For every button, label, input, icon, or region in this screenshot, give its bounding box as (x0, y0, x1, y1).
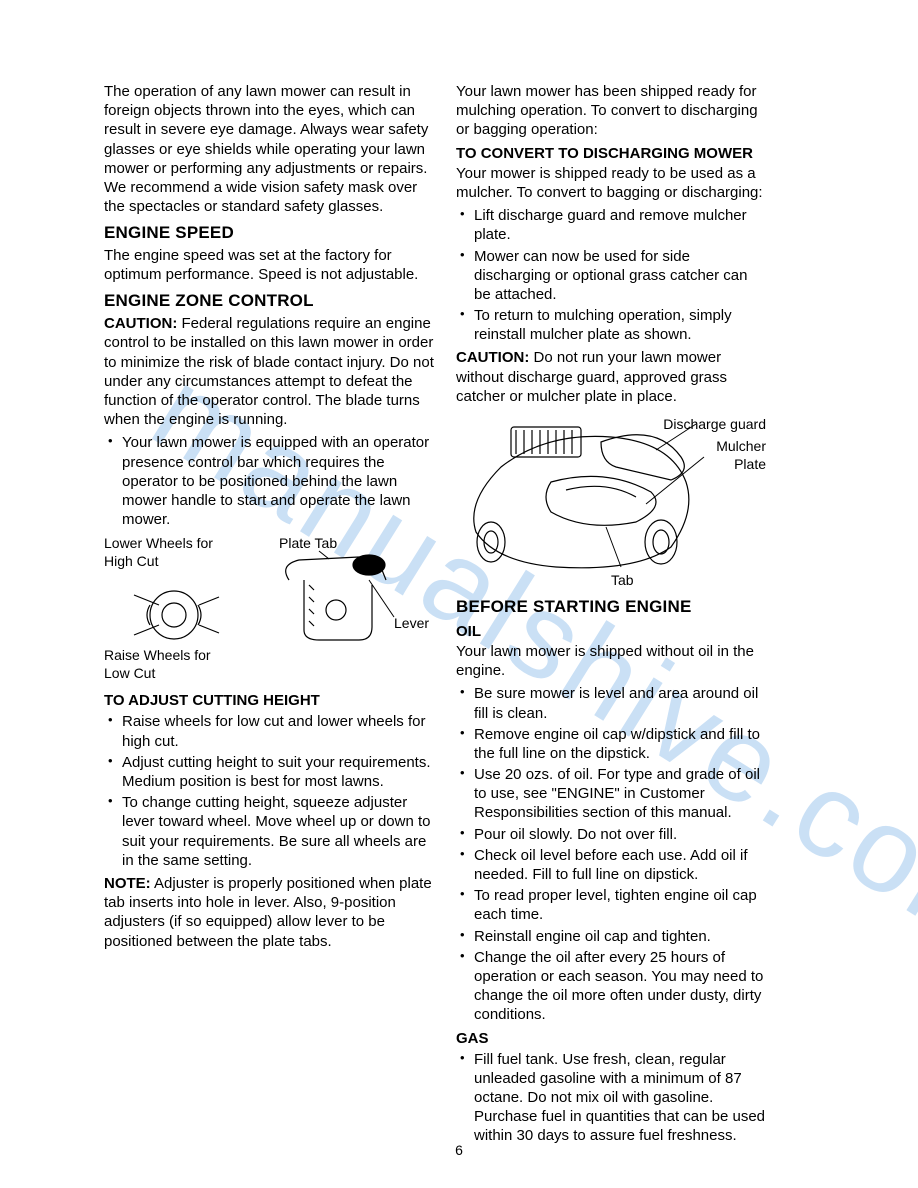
list-item: Fill fuel tank. Use fresh, clean, regula… (456, 1050, 766, 1146)
figure-mower-deck: Discharge guard Mulcher Plate Tab (456, 412, 766, 590)
list-item: Reinstall engine oil cap and tighten. (456, 927, 766, 946)
intro-paragraph: The operation of any lawn mower can resu… (104, 82, 434, 216)
right-intro-para: Your lawn mower has been shipped ready f… (456, 82, 766, 140)
list-item: Change the oil after every 25 hours of o… (456, 948, 766, 1025)
label-mulcher-plate: Mulcher Plate (696, 438, 766, 474)
list-item: Check oil level before each use. Add oil… (456, 846, 766, 884)
adjust-height-note: NOTE: Adjuster is properly positioned wh… (104, 874, 434, 951)
list-item: Lift discharge guard and remove mulcher … (456, 206, 766, 244)
engine-speed-body: The engine speed was set at the factory … (104, 246, 434, 284)
caution-label: CAUTION: (456, 349, 529, 366)
engine-zone-bullets: Your lawn mower is equipped with an oper… (104, 433, 434, 529)
label-lower-wheels: Lower Wheels for High Cut (104, 535, 234, 571)
label-tab: Tab (611, 572, 634, 590)
convert-discharging-caution: CAUTION: Do not run your lawn mower with… (456, 348, 766, 406)
list-item: Adjust cutting height to suit your requi… (104, 753, 434, 791)
list-item: To return to mulching operation, simply … (456, 306, 766, 344)
caution-label: CAUTION: (104, 315, 177, 332)
oil-bullets: Be sure mower is level and area around o… (456, 684, 766, 1024)
list-item: Remove engine oil cap w/dipstick and fil… (456, 725, 766, 763)
engine-zone-caution: CAUTION: Federal regulations require an … (104, 314, 434, 429)
oil-body: Your lawn mower is shipped without oil i… (456, 642, 766, 680)
list-item: Raise wheels for low cut and lower wheel… (104, 712, 434, 750)
left-column: The operation of any lawn mower can resu… (104, 82, 434, 1150)
heading-gas: GAS (456, 1029, 766, 1048)
heading-convert-discharging: TO CONVERT TO DISCHARGING MOWER (456, 144, 766, 163)
list-item: Pour oil slowly. Do not over fill. (456, 825, 766, 844)
adjust-height-bullets: Raise wheels for low cut and lower wheel… (104, 712, 434, 870)
heading-oil: OIL (456, 622, 766, 641)
convert-discharging-bullets: Lift discharge guard and remove mulcher … (456, 206, 766, 344)
list-item: Your lawn mower is equipped with an oper… (104, 433, 434, 529)
heading-adjust-cutting-height: TO ADJUST CUTTING HEIGHT (104, 691, 434, 710)
label-raise-wheels: Raise Wheels for Low Cut (104, 647, 234, 683)
gas-bullets: Fill fuel tank. Use fresh, clean, regula… (456, 1050, 766, 1146)
figure-wheel-adjuster: Lower Wheels for High Cut Plate Tab Leve… (104, 535, 434, 685)
heading-engine-zone-control: ENGINE ZONE CONTROL (104, 290, 434, 312)
note-body: Adjuster is properly positioned when pla… (104, 875, 432, 950)
label-discharge-guard: Discharge guard (663, 416, 766, 434)
label-lever: Lever (394, 615, 429, 633)
right-column: Your lawn mower has been shipped ready f… (456, 82, 766, 1150)
list-item: To change cutting height, squeeze adjust… (104, 793, 434, 870)
convert-discharging-body: Your mower is shipped ready to be used a… (456, 164, 766, 202)
list-item: Mower can now be used for side dischargi… (456, 247, 766, 305)
heading-engine-speed: ENGINE SPEED (104, 222, 434, 244)
list-item: Be sure mower is level and area around o… (456, 684, 766, 722)
list-item: To read proper level, tighten engine oil… (456, 886, 766, 924)
list-item: Use 20 ozs. of oil. For type and grade o… (456, 765, 766, 823)
note-label: NOTE: (104, 875, 151, 892)
label-plate-tab: Plate Tab (279, 535, 337, 553)
heading-before-starting: BEFORE STARTING ENGINE (456, 596, 766, 618)
